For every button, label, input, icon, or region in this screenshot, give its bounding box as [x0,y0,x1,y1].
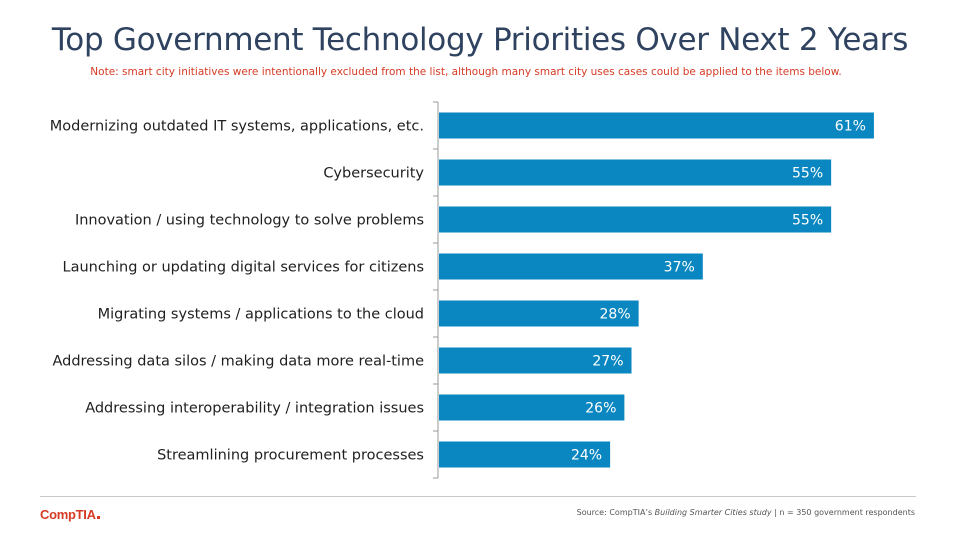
bar [439,112,874,139]
category-label: Innovation / using technology to solve p… [75,213,424,229]
source-note: Source: CompTIA’s Building Smarter Citie… [577,508,915,517]
category-label: Addressing data silos / making data more… [52,354,424,370]
source-prefix: Source: CompTIA’s [576,508,655,517]
bar [439,300,639,327]
category-labels: Modernizing outdated IT systems, applica… [50,119,425,464]
bars: 61% 55% 55% 37% 28% 27% 26% 24% [439,112,874,468]
source-suffix: | n = 350 government respondents [771,508,915,517]
comptia-logo: CompTIA [40,507,100,522]
data-label: 55% [792,166,823,182]
chart-note: Note: smart city initiatives were intent… [90,66,842,78]
bar [439,159,832,186]
data-label: 37% [664,260,695,276]
bar [439,206,832,233]
data-label: 61% [835,119,866,135]
data-label: 26% [585,401,616,417]
category-label: Cybersecurity [323,166,424,182]
bar [439,441,611,468]
bar [439,347,632,374]
category-label: Streamlining procurement processes [157,448,424,464]
category-label: Migrating systems / applications to the … [98,307,424,323]
data-label: 24% [571,448,602,464]
category-label: Modernizing outdated IT systems, applica… [50,119,424,135]
footer-divider [40,496,916,497]
category-label: Launching or updating digital services f… [63,260,425,276]
source-study: Building Smarter Cities study [654,508,772,517]
chart-title: Top Government Technology Priorities Ove… [51,22,909,58]
data-label: 55% [792,213,823,229]
category-label: Addressing interoperability / integratio… [85,401,424,417]
data-label: 27% [592,354,623,370]
data-label: 28% [600,307,631,323]
category-axis [433,101,439,479]
bar [439,253,703,280]
bar [439,394,625,421]
